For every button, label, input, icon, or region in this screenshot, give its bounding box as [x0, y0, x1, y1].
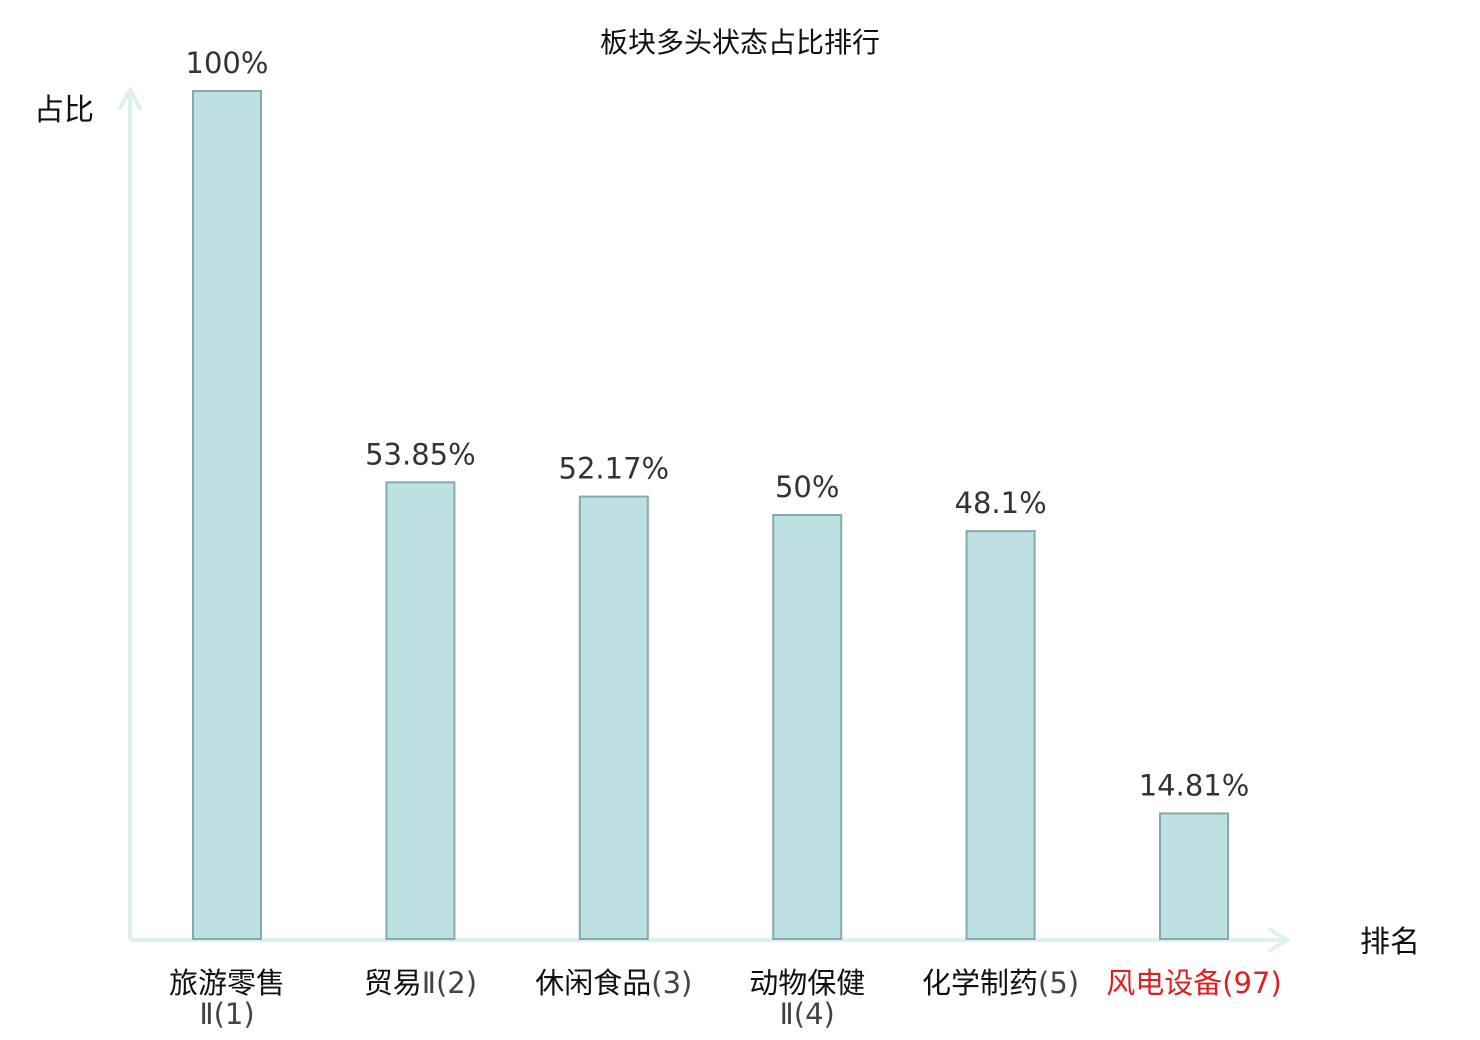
category-label: 休闲食品(3) — [535, 966, 692, 1000]
y-axis-label: 占比 — [34, 93, 94, 128]
svg-text:化学制药(5): 化学制药(5) — [922, 966, 1079, 1000]
category-name: 风电设备 — [1106, 966, 1222, 1000]
data-label: 14.81% — [1139, 768, 1250, 802]
bar — [772, 514, 843, 940]
category-rank: Ⅱ(4) — [780, 997, 835, 1031]
category-rank: Ⅱ(2) — [422, 966, 477, 1000]
value-labels: 100% 53.85% 52.17% 50% 48.1% 14.81% — [186, 46, 1250, 802]
bar — [192, 90, 262, 940]
chart-title: 板块多头状态占比排行 — [600, 26, 880, 59]
bar — [385, 481, 456, 940]
category-rank: (3) — [651, 966, 692, 1000]
x-axis-label: 排名 — [1360, 925, 1420, 960]
category-rank: (5) — [1038, 966, 1079, 1000]
category-label: 化学制药(5) — [922, 966, 1079, 1000]
y-axis-arrow — [118, 88, 142, 110]
bar — [578, 495, 649, 940]
category-label: 贸易Ⅱ(2) — [364, 966, 477, 1000]
data-label: 48.1% — [955, 486, 1047, 520]
category-name: 旅游零售 — [169, 966, 285, 1000]
data-label: 50% — [775, 470, 839, 504]
bar — [965, 530, 1036, 940]
data-label: 100% — [186, 46, 269, 80]
svg-text:风电设备(97): 风电设备(97) — [1106, 966, 1282, 1000]
data-label: 53.85% — [365, 437, 476, 471]
category-name: 休闲食品 — [535, 966, 651, 1000]
x-axis-arrow — [1268, 928, 1290, 952]
category-rank: (97) — [1222, 966, 1282, 1000]
svg-text:贸易Ⅱ(2): 贸易Ⅱ(2) — [364, 966, 477, 1000]
data-label: 52.17% — [559, 452, 670, 486]
svg-text:休闲食品(3): 休闲食品(3) — [535, 966, 692, 1000]
category-label: 风电设备(97) — [1106, 966, 1282, 1000]
category-rank: Ⅱ(1) — [199, 997, 254, 1031]
bars — [192, 90, 1229, 940]
bar — [1159, 812, 1229, 940]
axes — [118, 88, 1290, 952]
category-name: 化学制药 — [922, 966, 1038, 1000]
category-name: 贸易 — [364, 966, 422, 1000]
category-name: 动物保健 — [749, 966, 865, 1000]
